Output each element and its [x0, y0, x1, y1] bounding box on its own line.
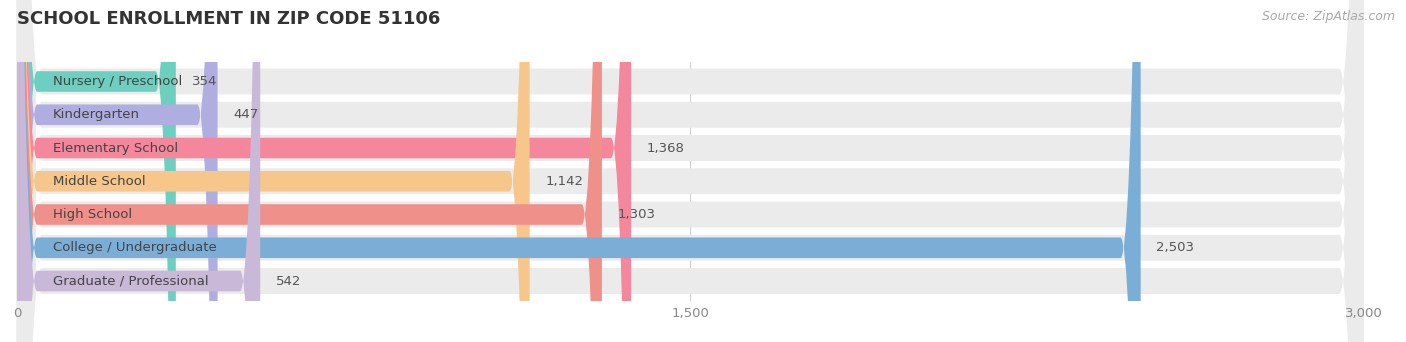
Text: High School: High School [53, 208, 132, 221]
FancyBboxPatch shape [17, 0, 1364, 342]
FancyBboxPatch shape [17, 0, 1140, 342]
Text: Elementary School: Elementary School [53, 142, 179, 155]
FancyBboxPatch shape [17, 0, 1364, 342]
FancyBboxPatch shape [17, 0, 530, 342]
Text: Graduate / Professional: Graduate / Professional [53, 275, 208, 288]
Text: 2,503: 2,503 [1156, 241, 1194, 254]
Text: 354: 354 [191, 75, 217, 88]
FancyBboxPatch shape [17, 0, 1364, 342]
Text: Middle School: Middle School [53, 175, 145, 188]
FancyBboxPatch shape [17, 0, 631, 342]
Text: Nursery / Preschool: Nursery / Preschool [53, 75, 181, 88]
FancyBboxPatch shape [17, 0, 1364, 342]
FancyBboxPatch shape [17, 0, 176, 342]
Text: SCHOOL ENROLLMENT IN ZIP CODE 51106: SCHOOL ENROLLMENT IN ZIP CODE 51106 [17, 10, 440, 28]
FancyBboxPatch shape [17, 0, 602, 342]
Text: 1,368: 1,368 [647, 142, 685, 155]
FancyBboxPatch shape [17, 0, 218, 342]
Text: 542: 542 [276, 275, 301, 288]
Text: Source: ZipAtlas.com: Source: ZipAtlas.com [1261, 10, 1395, 23]
Text: 1,142: 1,142 [546, 175, 583, 188]
Text: Kindergarten: Kindergarten [53, 108, 139, 121]
FancyBboxPatch shape [17, 0, 1364, 342]
FancyBboxPatch shape [17, 0, 260, 342]
Text: 447: 447 [233, 108, 259, 121]
Text: College / Undergraduate: College / Undergraduate [53, 241, 217, 254]
Text: 1,303: 1,303 [617, 208, 655, 221]
FancyBboxPatch shape [17, 0, 1364, 342]
FancyBboxPatch shape [17, 0, 1364, 342]
